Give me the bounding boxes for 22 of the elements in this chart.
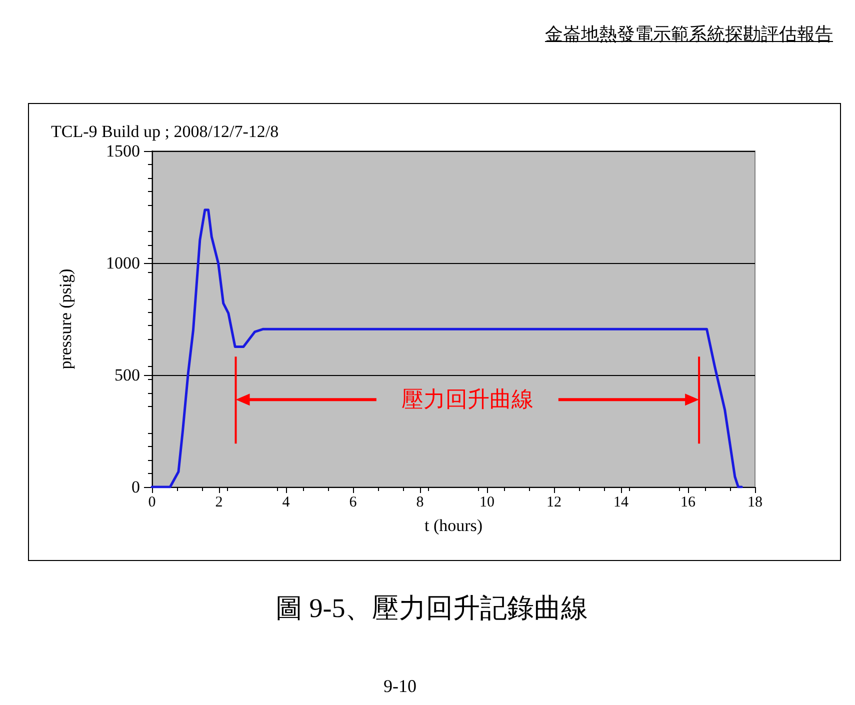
- y-tick-label: 0: [132, 478, 140, 496]
- annotation: 壓力回升曲線: [401, 386, 534, 412]
- x-tick-label: 10: [480, 494, 494, 510]
- x-tick-label: 2: [215, 494, 223, 510]
- y-tick-label: 1500: [106, 142, 140, 160]
- text: 金崙地熱發電示範系統探勘評估報告: [545, 23, 833, 46]
- x-tick-label: 14: [614, 494, 629, 510]
- y-tick-label: 500: [114, 366, 140, 384]
- x-tick-label: 0: [148, 494, 156, 510]
- x-tick-label: 16: [680, 494, 696, 510]
- x-axis-title: t (hours): [424, 516, 483, 535]
- caption: 圖 9-5、壓力回升記錄曲線: [276, 592, 588, 625]
- y-axis-title: pressure (psig): [56, 268, 75, 370]
- chart-title: TCL-9 Build up ; 2008/12/7-12/8: [51, 122, 279, 141]
- text: 9-10: [384, 676, 416, 697]
- x-tick-label: 4: [282, 494, 290, 510]
- x-tick-label: 8: [416, 494, 424, 510]
- x-tick-label: 18: [748, 494, 762, 510]
- x-tick-label: 12: [546, 494, 562, 510]
- x-tick-label: 6: [349, 494, 358, 510]
- y-tick-label: 1000: [106, 254, 140, 272]
- line-series: [150, 208, 743, 488]
